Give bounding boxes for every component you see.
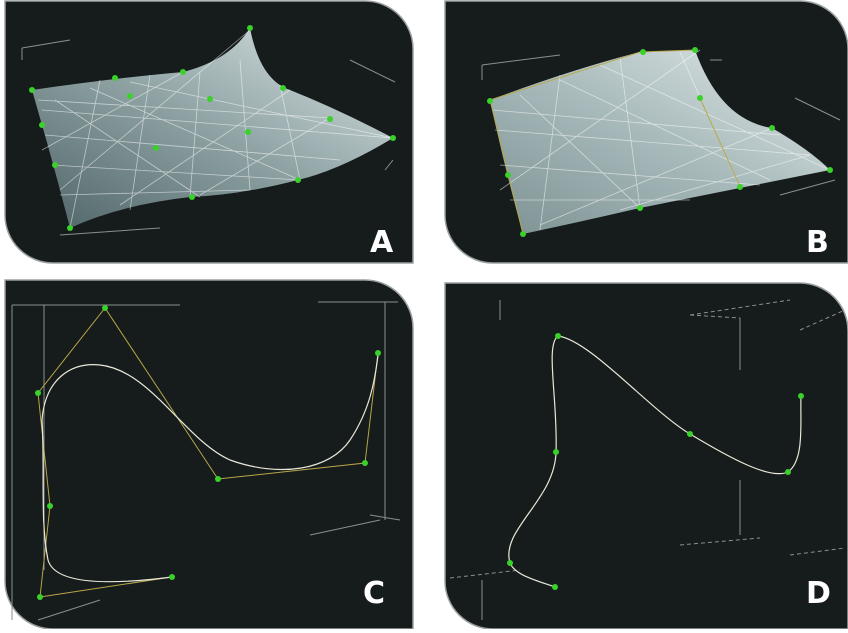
figure: A B C — [0, 0, 848, 629]
panel-label: A — [370, 225, 394, 260]
panel-d: D — [445, 283, 848, 629]
panel-label: D — [806, 576, 831, 611]
panel-c: C — [5, 280, 413, 629]
panel-b: B — [445, 1, 848, 263]
panel-label: C — [363, 576, 385, 611]
panel-label: B — [806, 225, 829, 260]
panel-frame — [445, 283, 848, 629]
panel-a: A — [5, 1, 413, 263]
